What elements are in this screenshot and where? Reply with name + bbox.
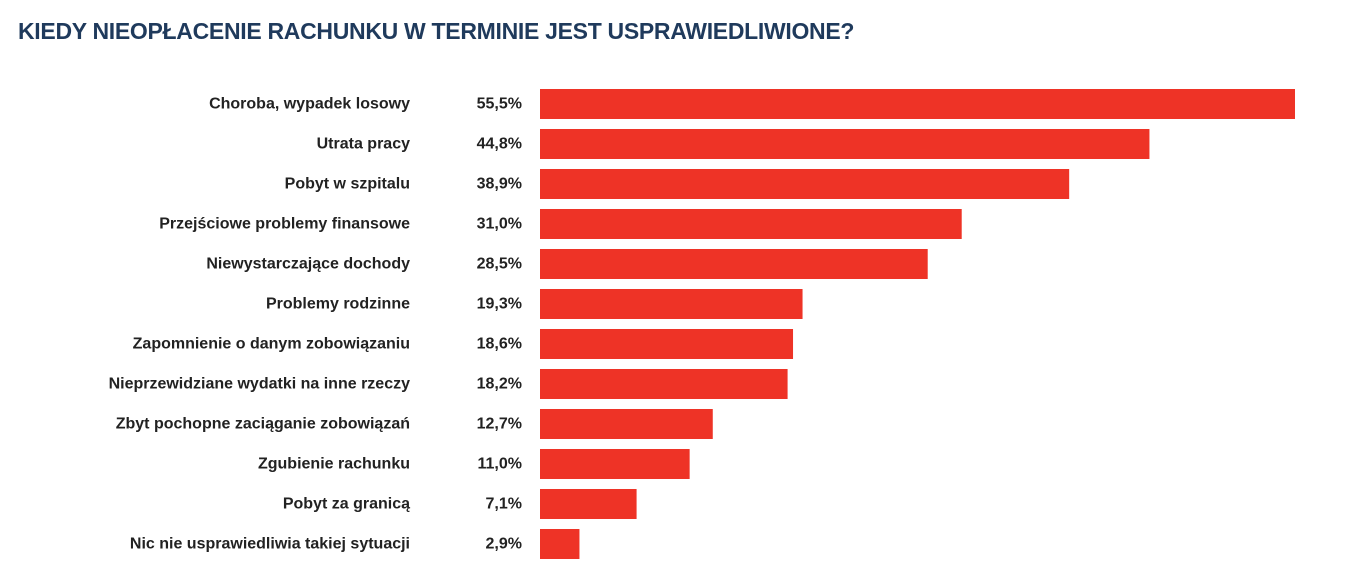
bar [540, 169, 1070, 199]
category-label: Nieprzewidziane wydatki na inne rzeczy [109, 376, 411, 393]
bar [540, 89, 1295, 119]
bar [540, 449, 690, 479]
value-label: 55,5% [477, 96, 522, 113]
value-label: 28,5% [477, 256, 522, 273]
value-label: 44,8% [477, 136, 522, 153]
category-label: Utrata pracy [317, 136, 410, 153]
value-label: 2,9% [486, 536, 522, 553]
category-label: Niewystarczające dochody [206, 256, 410, 273]
category-label: Choroba, wypadek losowy [209, 96, 410, 113]
value-label: 11,0% [478, 456, 522, 473]
category-label: Przejściowe problemy finansowe [159, 216, 410, 233]
category-label: Problemy rodzinne [266, 296, 410, 313]
bar [540, 329, 794, 359]
bar [540, 249, 928, 279]
category-label: Zbyt pochopne zaciąganie zobowiązań [116, 416, 410, 433]
value-label: 7,1% [486, 496, 522, 513]
category-label: Pobyt za granicą [283, 496, 410, 513]
category-labels: Choroba, wypadek losowy Utrata pracy Pobyt… [109, 96, 411, 553]
value-label: 18,2% [477, 376, 522, 393]
bars [540, 89, 1295, 559]
bar [540, 489, 637, 519]
bar [540, 369, 788, 399]
value-label: 19,3% [477, 296, 522, 313]
chart-title: KIEDY NIEOPŁACENIE RACHUNKU W TERMINIE J… [18, 18, 855, 44]
value-label: 31,0% [477, 216, 522, 233]
category-label: Nic nie usprawiedliwia takiej sytuacji [130, 536, 410, 553]
value-label: 12,7% [477, 416, 522, 433]
category-label: Pobyt w szpitalu [285, 176, 410, 193]
bar [540, 409, 713, 439]
value-label: 18,6% [477, 336, 522, 353]
value-labels: 55,5% 44,8% 38,9% 31,0% 28,5% 19,3% 18,6% 18,2%… [477, 96, 522, 553]
bar [540, 529, 580, 559]
value-label: 38,9% [477, 176, 522, 193]
bar [540, 129, 1150, 159]
category-label: Zgubienie rachunku [258, 456, 410, 473]
bar [540, 289, 803, 319]
category-label: Zapomnienie o danym zobowiązaniu [133, 336, 410, 353]
bar [540, 209, 962, 239]
